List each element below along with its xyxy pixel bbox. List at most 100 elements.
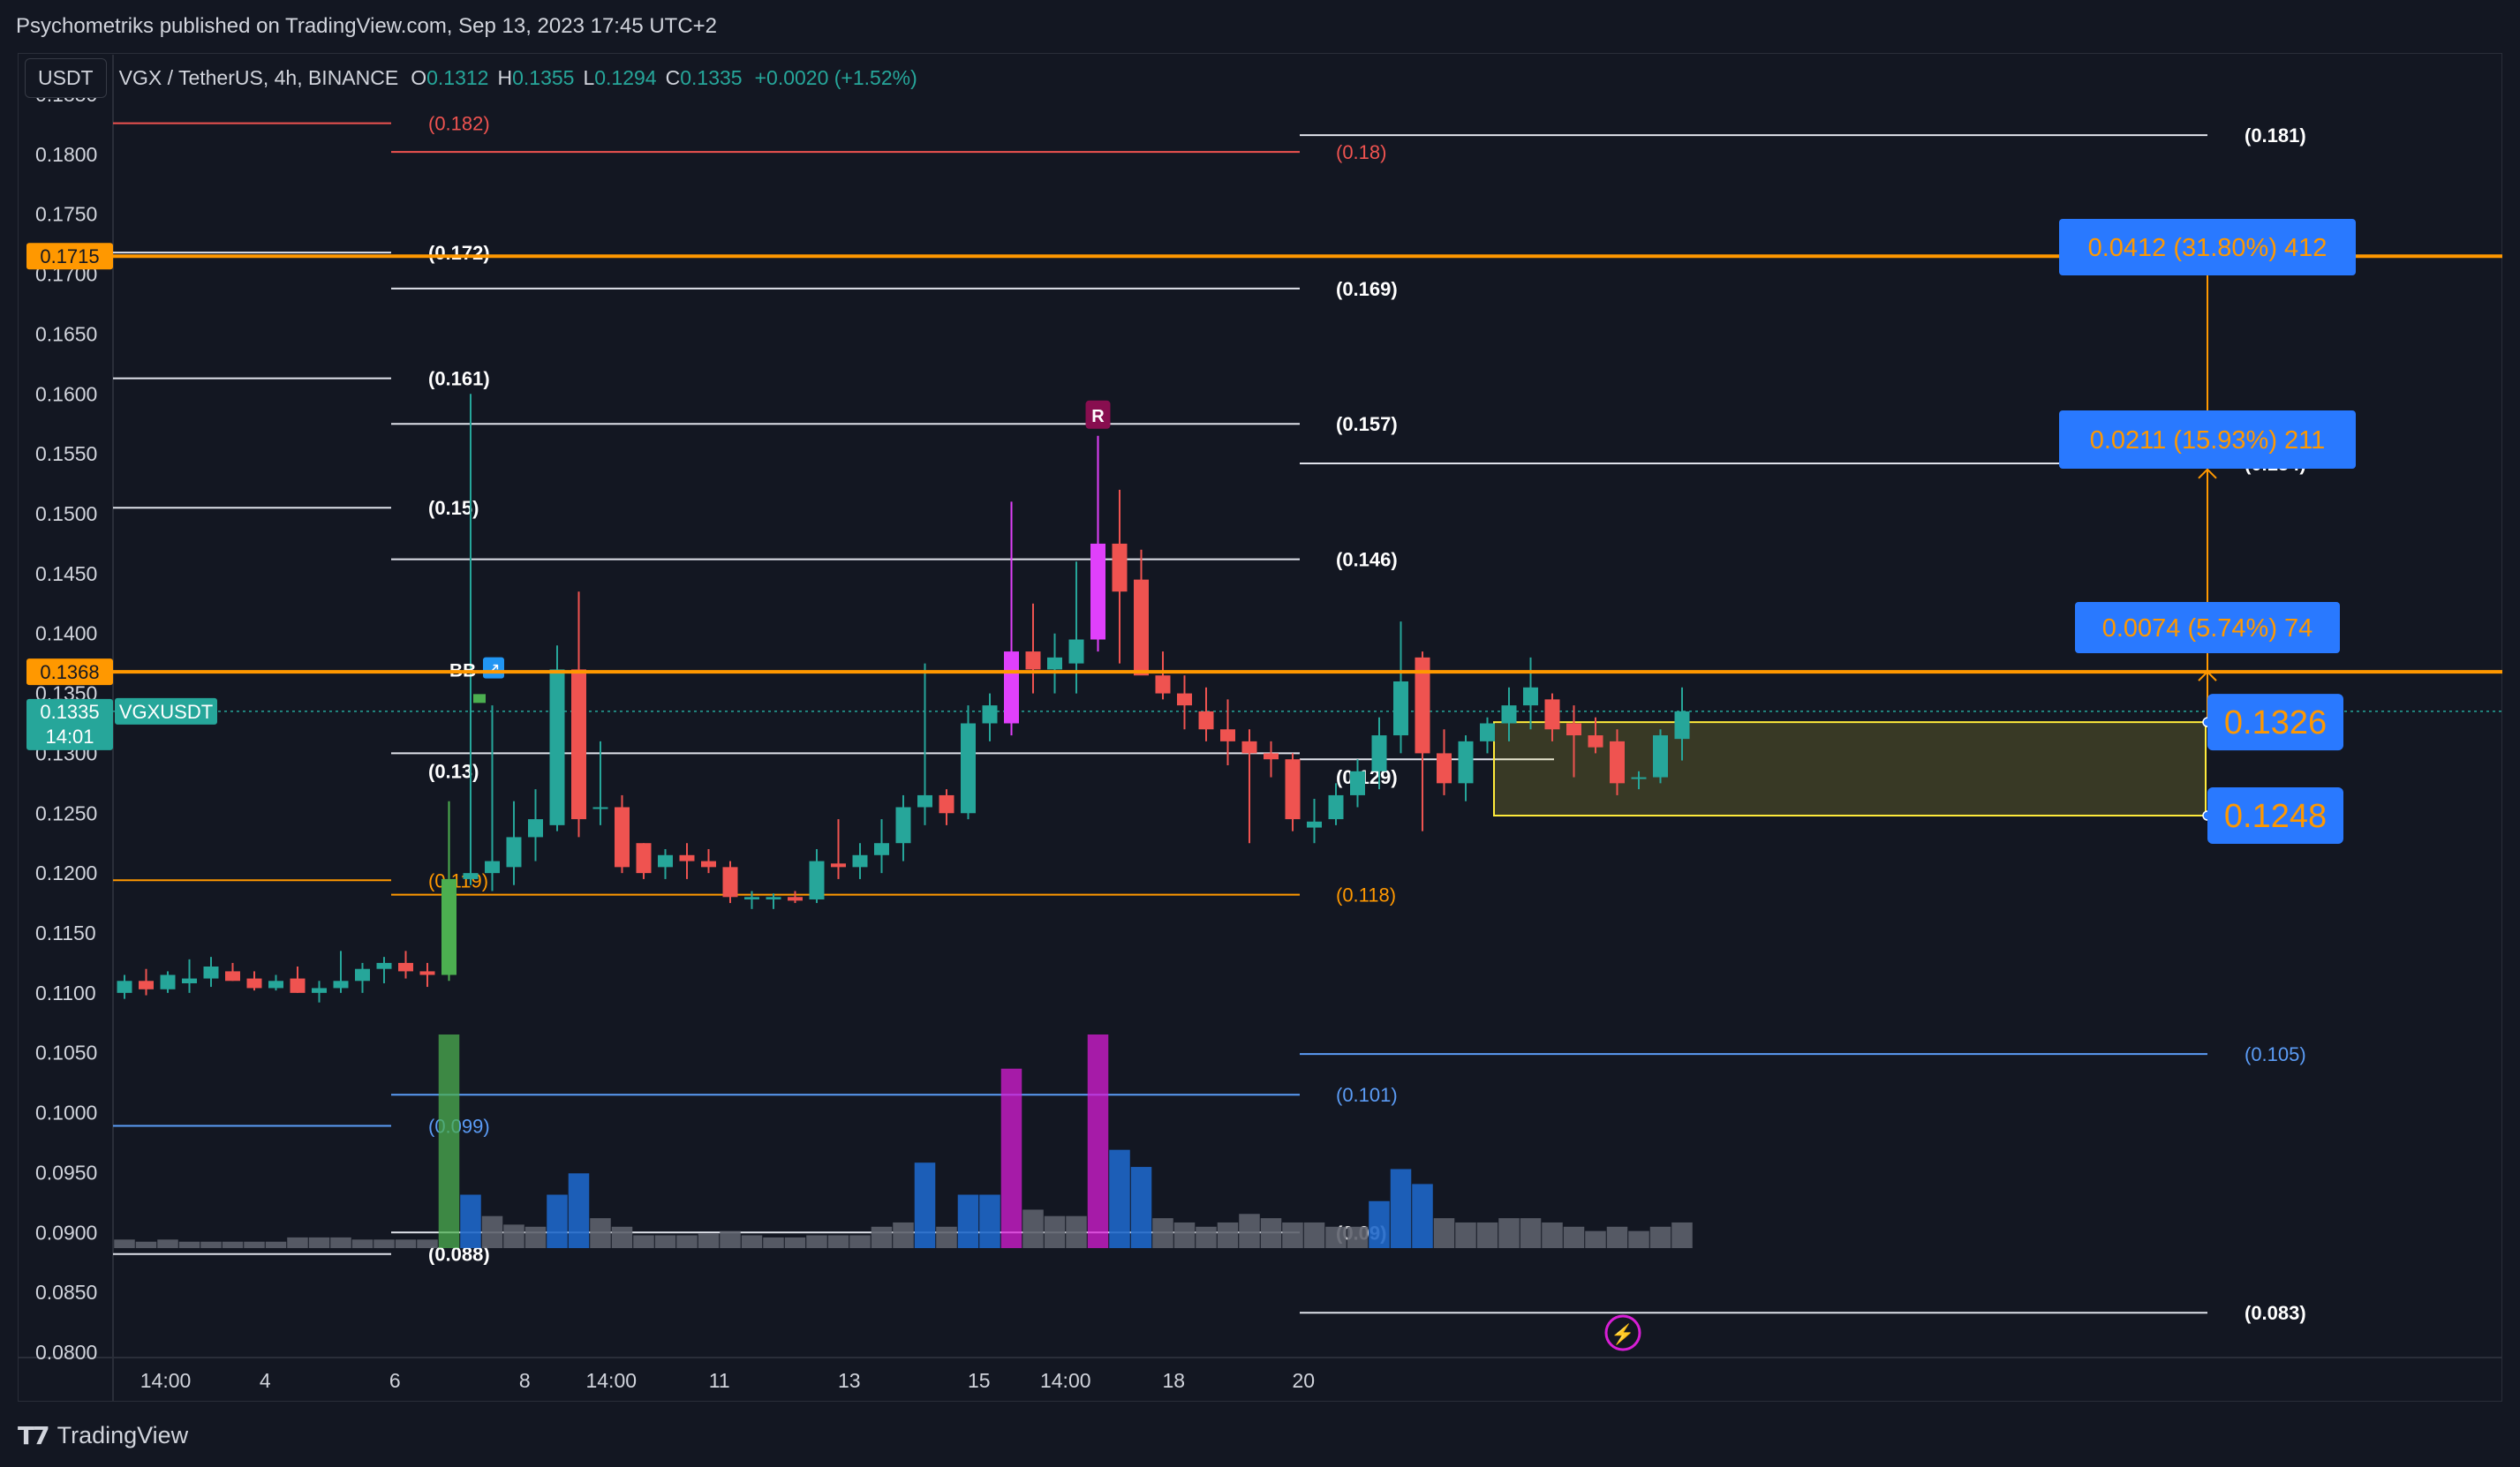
candle-body[interactable] [117, 981, 132, 993]
candle-body[interactable] [722, 867, 738, 898]
volume-bar [914, 1162, 936, 1248]
currency-button[interactable]: USDT [25, 57, 107, 98]
candle-body[interactable] [268, 981, 283, 989]
candle-body[interactable] [376, 962, 392, 969]
projection-level-label: (0.157) [1336, 413, 1398, 435]
candle-body[interactable] [1631, 777, 1647, 779]
candle-body[interactable] [1610, 741, 1625, 784]
candle-body[interactable] [1090, 543, 1105, 640]
candle-body[interactable] [1458, 741, 1474, 784]
candle-body[interactable] [1480, 723, 1495, 741]
tradingview-brand[interactable]: 𝗧7 TradingView [18, 1421, 188, 1450]
candle-body[interactable] [788, 897, 803, 901]
candle-body[interactable] [1437, 753, 1452, 784]
zone-price-box[interactable] [2207, 694, 2343, 751]
candle-body[interactable] [1068, 639, 1084, 664]
candle-body[interactable] [852, 854, 868, 868]
projection-level-label: (0.105) [2245, 1043, 2306, 1065]
candle-body[interactable] [203, 967, 219, 979]
chart-panel[interactable] [18, 53, 2502, 1402]
candle-body[interactable] [506, 837, 522, 868]
candle-body[interactable] [419, 971, 435, 975]
y-tick-label: 0.1050 [35, 1042, 97, 1065]
candle-body[interactable] [485, 861, 500, 874]
candle-body[interactable] [1566, 723, 1581, 736]
volume-bar [114, 1239, 135, 1248]
candle-body[interactable] [528, 819, 543, 838]
candle-body[interactable] [1588, 735, 1603, 748]
target-measure-box[interactable] [2059, 410, 2356, 469]
candle-body[interactable] [701, 861, 716, 868]
candle-body[interactable] [961, 723, 976, 814]
r-marker-badge[interactable] [1085, 400, 1111, 429]
target-measure-label: 0.0412 (31.80%) 412 [2088, 234, 2328, 262]
candle-body[interactable] [636, 843, 652, 874]
candle-body[interactable] [1134, 579, 1149, 676]
candle-body[interactable] [1198, 711, 1214, 730]
candle-body[interactable] [1307, 821, 1322, 828]
zone-price-box[interactable] [2207, 787, 2343, 844]
candle-body[interactable] [1393, 681, 1408, 736]
candle-body[interactable] [615, 807, 630, 868]
candle-body[interactable] [809, 861, 825, 899]
candle-body[interactable] [571, 669, 586, 820]
candle-body[interactable] [1653, 735, 1668, 778]
candle-body[interactable] [246, 978, 262, 989]
candle-body[interactable] [917, 794, 932, 808]
candle-body[interactable] [939, 794, 954, 814]
low-value: 0.1294 [594, 65, 657, 89]
r-marker-label: R [1091, 407, 1105, 426]
candle-body[interactable] [160, 974, 176, 989]
candle-body[interactable] [1047, 657, 1062, 670]
target-measure-box[interactable] [2075, 602, 2340, 653]
candle-body[interactable] [1501, 705, 1517, 724]
lightning-icon[interactable] [1604, 1314, 1641, 1351]
candle-body[interactable] [1241, 741, 1257, 754]
candle-body[interactable] [182, 978, 197, 983]
candle-body[interactable] [1523, 687, 1538, 706]
candle-body[interactable] [874, 843, 889, 855]
bar-countdown-label: 14:01 [45, 726, 94, 748]
candle-body[interactable] [1350, 771, 1365, 795]
candle-body[interactable] [441, 878, 456, 975]
candle-body[interactable] [1371, 735, 1387, 771]
candle-body[interactable] [1177, 693, 1192, 706]
candle-body[interactable] [139, 981, 154, 989]
candle-body[interactable] [658, 854, 673, 868]
candle-body[interactable] [1264, 753, 1279, 760]
y-tick-label: 0.1650 [35, 322, 97, 345]
candle-body[interactable] [1544, 699, 1560, 730]
candle-body[interactable] [1112, 543, 1128, 592]
volume-bar [1239, 1214, 1260, 1248]
candle-body[interactable] [766, 897, 781, 899]
candle-body[interactable] [398, 962, 413, 972]
candle-body[interactable] [1285, 759, 1301, 820]
candle-body[interactable] [1328, 794, 1344, 820]
candle-body[interactable] [549, 669, 565, 825]
candle-body[interactable] [355, 968, 370, 982]
candle-body[interactable] [463, 873, 479, 879]
candle-body[interactable] [1004, 651, 1019, 724]
candle-body[interactable] [225, 971, 240, 982]
candle-body[interactable] [982, 705, 998, 724]
candle-body[interactable] [831, 863, 846, 868]
candle-body[interactable] [1155, 675, 1171, 694]
candle-body[interactable] [312, 988, 327, 993]
symbol-title[interactable]: VGX / TetherUS, 4h, BINANCE [118, 65, 399, 89]
candle-body[interactable] [895, 807, 911, 844]
y-tick-label: 0.0850 [35, 1281, 97, 1304]
candle-body[interactable] [1674, 711, 1690, 740]
projection-level-label: (0.129) [1336, 766, 1398, 788]
candle-body[interactable] [290, 978, 306, 993]
volume-bar [654, 1235, 676, 1248]
candle-body[interactable] [1415, 657, 1430, 754]
candle-body[interactable] [744, 897, 759, 899]
low-label: L [583, 65, 595, 89]
candle-body[interactable] [1220, 729, 1235, 741]
candle-body[interactable] [333, 981, 349, 989]
candle-body[interactable] [1025, 651, 1041, 670]
candle-body[interactable] [592, 807, 608, 809]
target-measure-box[interactable] [2059, 219, 2356, 275]
candle-body[interactable] [679, 854, 695, 861]
